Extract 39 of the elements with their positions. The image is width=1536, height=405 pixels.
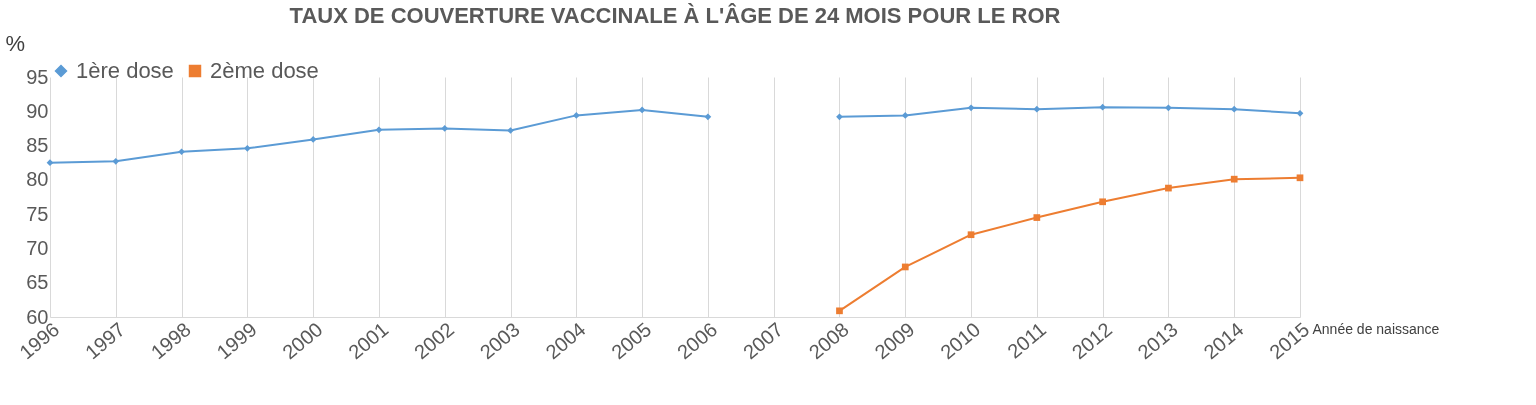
point [1099, 198, 1106, 206]
point [1230, 175, 1238, 183]
legend-label: 2ème dose [210, 58, 319, 83]
point [309, 136, 317, 143]
y-tick-label: 95 [26, 65, 49, 88]
chart-title: TAUX DE COUVERTURE VACCINALE À L'ÂGE DE 24 MOIS POUR LE ROR [289, 3, 1061, 28]
point [704, 113, 712, 121]
point [1296, 174, 1304, 182]
point [1099, 103, 1106, 111]
point [638, 106, 646, 114]
point [901, 112, 909, 119]
point [967, 231, 975, 239]
point [967, 104, 975, 112]
point [901, 263, 909, 271]
y-tick-label: 80 [26, 168, 49, 191]
point [375, 126, 383, 134]
point [46, 159, 54, 167]
point [1230, 105, 1238, 113]
point [1033, 214, 1041, 221]
point [1033, 105, 1041, 113]
point [441, 125, 449, 132]
point [1296, 109, 1304, 117]
point [1165, 104, 1172, 112]
x-axis-title: Année de naissance [1312, 320, 1440, 337]
point [178, 148, 185, 156]
point [1165, 184, 1172, 192]
legend-label: 1ère dose [76, 58, 174, 83]
y-tick-label: 65 [26, 271, 49, 294]
point [572, 112, 580, 119]
point [836, 113, 843, 121]
y-tick-label: 75 [26, 202, 49, 225]
y-tick-label: 90 [26, 99, 49, 122]
point [836, 307, 843, 315]
point [244, 144, 251, 152]
y-axis-title: % [5, 30, 26, 56]
y-tick-label: 85 [26, 134, 49, 157]
y-tick-label: 70 [26, 236, 49, 259]
point [507, 127, 514, 134]
point [112, 157, 120, 165]
